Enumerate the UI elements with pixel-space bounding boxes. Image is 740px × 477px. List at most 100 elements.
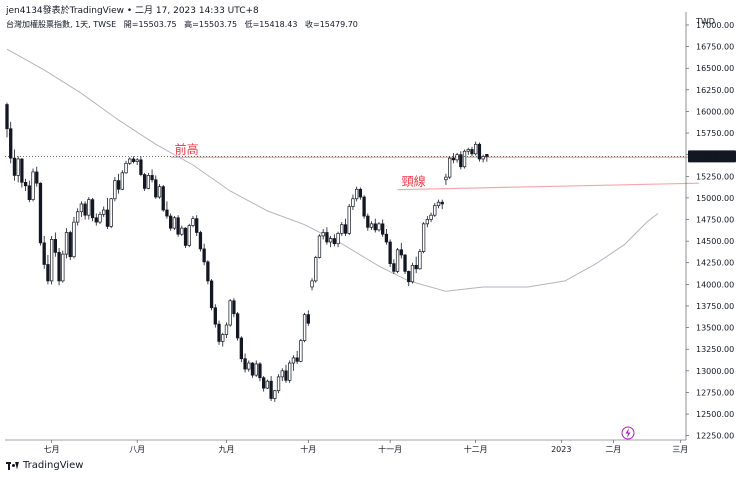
candle-body xyxy=(142,174,147,189)
candle-body xyxy=(351,198,355,207)
candle-body xyxy=(429,214,433,220)
candle-body xyxy=(295,357,299,362)
candle-body xyxy=(38,182,43,244)
candle-body xyxy=(328,238,333,243)
candle-body xyxy=(102,209,106,215)
candle-body xyxy=(362,196,366,217)
candle-body xyxy=(317,235,322,258)
candle-body xyxy=(116,180,121,190)
ohlc-high: 高=15503.75 xyxy=(184,20,238,29)
y-tick-label: 15250.00 xyxy=(696,172,734,181)
candle-body xyxy=(373,223,377,231)
candle-body xyxy=(388,241,392,264)
candle-body xyxy=(306,314,310,324)
candle-body xyxy=(425,219,429,225)
candle-body xyxy=(466,149,470,152)
currency-label: TWD xyxy=(695,17,715,26)
candle-body xyxy=(109,198,113,227)
candle-body xyxy=(436,201,441,207)
y-tick-label: 13000.00 xyxy=(696,367,734,376)
y-tick-label: 17000.00 xyxy=(696,21,734,30)
candle-body xyxy=(262,377,266,389)
candle-body xyxy=(31,171,35,200)
candle-body xyxy=(474,143,478,155)
candle-body xyxy=(120,172,124,190)
candle-body xyxy=(61,253,65,282)
candle-body xyxy=(355,188,359,200)
symbol-name: 台灣加權股票指數, 1天, TWSE xyxy=(6,20,117,29)
candle-body xyxy=(392,263,396,272)
candle-body xyxy=(90,199,95,219)
candle-body xyxy=(139,159,143,175)
x-tick-label: 八月 xyxy=(129,445,145,454)
last-price-label: 15479.70 xyxy=(693,152,731,161)
candle-body xyxy=(98,213,102,223)
candle-body xyxy=(9,128,13,159)
y-tick-label: 16500.00 xyxy=(696,64,734,73)
candle-body xyxy=(161,186,165,211)
candle-body xyxy=(172,217,177,229)
x-tick-label: 十月 xyxy=(300,444,316,454)
candle-body xyxy=(232,300,236,315)
candle-body xyxy=(332,238,336,245)
candle-body xyxy=(410,264,415,283)
candle-body xyxy=(414,264,418,270)
candle-body xyxy=(53,239,58,253)
ohlc-low: 低=15418.43 xyxy=(244,20,298,29)
candle-body xyxy=(146,175,151,189)
candle-body xyxy=(46,264,50,282)
candle-body xyxy=(68,232,72,258)
candle-body xyxy=(217,323,221,342)
candle-body xyxy=(165,209,169,217)
x-tick-label: 2023 xyxy=(551,445,571,454)
candle-body xyxy=(131,158,136,162)
y-tick-label: 15750.00 xyxy=(696,129,734,138)
candle-body xyxy=(57,252,61,282)
candle-body xyxy=(27,185,31,200)
candle-body xyxy=(477,143,482,160)
y-tick-label: 12750.00 xyxy=(696,388,734,397)
y-tick-label: 14500.00 xyxy=(696,237,734,246)
candle-body xyxy=(384,233,389,243)
candle-body xyxy=(302,314,307,341)
candle-body xyxy=(150,175,154,181)
annotation-label: 頸線 xyxy=(402,174,426,189)
candle-body xyxy=(462,150,467,168)
candle-body xyxy=(239,337,243,360)
candle-body xyxy=(5,104,9,130)
candle-body xyxy=(154,179,158,198)
last-price-tag xyxy=(688,150,736,163)
candle-body xyxy=(243,358,247,370)
overlay-layer: 15479.70 xyxy=(5,150,736,440)
candle-body xyxy=(176,217,180,235)
y-tick-label: 14750.00 xyxy=(696,216,734,225)
candle-body xyxy=(407,271,411,283)
candle-body xyxy=(250,362,255,376)
x-tick-label: 七月 xyxy=(44,445,60,454)
candle-body xyxy=(421,223,426,252)
candle-body xyxy=(94,217,98,223)
candle-body xyxy=(254,363,258,376)
tradingview-footer[interactable]: TradingView xyxy=(6,460,83,471)
candle-body xyxy=(42,242,46,265)
candle-body xyxy=(169,215,173,229)
candle-body xyxy=(395,249,400,272)
candle-body xyxy=(124,162,128,174)
candle-body xyxy=(291,357,296,364)
candle-body xyxy=(113,180,117,200)
candle-body xyxy=(381,223,385,235)
candle-body xyxy=(191,218,195,226)
annotation-line xyxy=(397,182,699,191)
candle-body xyxy=(20,158,24,183)
candle-body xyxy=(258,363,262,379)
candle-body xyxy=(195,218,199,233)
x-tick-label: 二月 xyxy=(605,445,621,454)
annotation-label: 前高 xyxy=(175,141,199,156)
lightning-glyph xyxy=(625,428,631,438)
candle-body xyxy=(269,380,273,399)
candle-body xyxy=(235,313,240,339)
y-tick-label: 12500.00 xyxy=(696,410,734,419)
candle-body xyxy=(79,203,84,213)
